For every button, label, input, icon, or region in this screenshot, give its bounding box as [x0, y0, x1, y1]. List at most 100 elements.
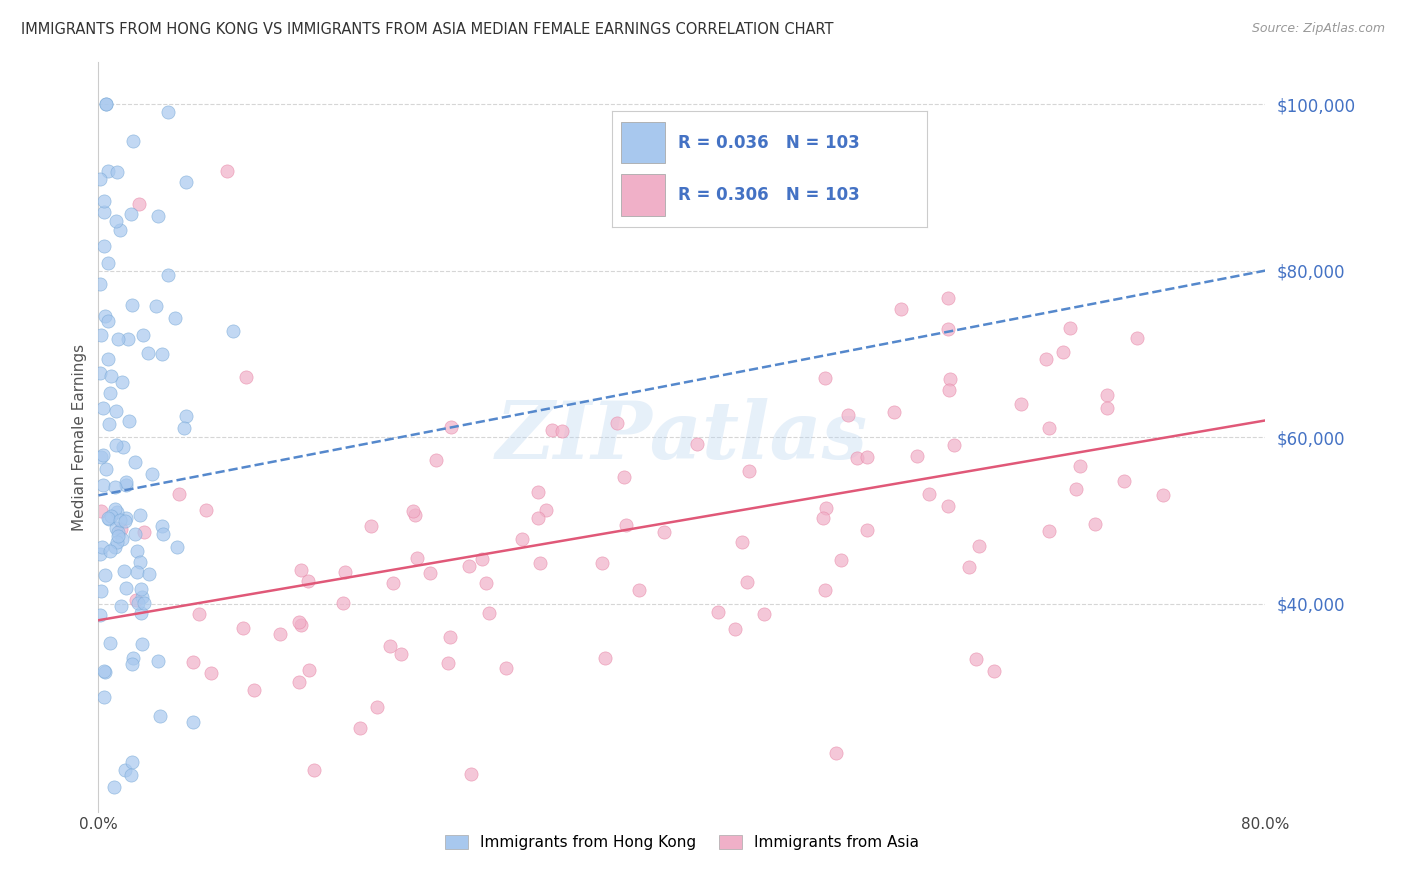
Point [115, 510, 138, 524]
Point [526, 485, 548, 500]
Point [510, 532, 533, 546]
Point [97, 314, 120, 328]
Point [121, 650, 143, 665]
Point [94, 567, 117, 582]
Point [150, 347, 173, 361]
Point [150, 519, 173, 533]
Point [936, 291, 959, 305]
Point [100, 368, 122, 383]
Point [1064, 483, 1087, 497]
Point [1038, 524, 1060, 538]
Point [107, 529, 129, 543]
Point [105, 404, 128, 418]
Point [94, 310, 117, 324]
Point [120, 768, 142, 782]
Point [111, 532, 134, 546]
Point [105, 534, 128, 549]
Point [614, 517, 637, 532]
Y-axis label: Median Female Earnings: Median Female Earnings [72, 343, 87, 531]
Point [91, 401, 114, 415]
Point [458, 559, 481, 574]
Point [754, 607, 776, 621]
Point [107, 332, 129, 346]
Point [125, 593, 148, 607]
Point [110, 223, 132, 237]
Point [1035, 352, 1057, 367]
Point [89, 547, 111, 561]
Point [105, 437, 128, 451]
Point [957, 560, 980, 574]
Point [103, 780, 125, 794]
Point [93, 478, 115, 492]
Point [98, 386, 121, 401]
Point [200, 666, 222, 681]
Point [298, 663, 321, 677]
Point [846, 451, 869, 466]
Point [124, 455, 146, 469]
Point [93, 205, 115, 219]
Point [157, 105, 180, 120]
Point [1069, 459, 1091, 474]
Point [163, 311, 186, 326]
Point [174, 409, 197, 423]
Point [824, 747, 846, 761]
Point [495, 661, 517, 675]
Point [93, 690, 115, 705]
Point [91, 448, 114, 462]
Point [97, 352, 120, 367]
Point [232, 621, 254, 635]
Point [1059, 321, 1081, 335]
Point [129, 582, 152, 596]
Point [149, 709, 172, 723]
Point [938, 383, 960, 397]
Point [97, 256, 120, 270]
Point [90, 584, 112, 599]
Point [90, 450, 112, 464]
Point [1084, 517, 1107, 532]
Point [97, 511, 120, 525]
Point [121, 134, 143, 148]
Point [905, 449, 928, 463]
Point [131, 637, 153, 651]
Point [128, 555, 150, 569]
Point [936, 500, 959, 514]
Point [173, 421, 195, 435]
Point [121, 298, 143, 312]
Point [936, 322, 959, 336]
Point [105, 165, 128, 179]
Point [124, 527, 146, 541]
Point [94, 665, 117, 679]
Point [439, 631, 461, 645]
Point [425, 453, 447, 467]
Point [378, 639, 401, 653]
Point [738, 464, 761, 478]
Point [114, 763, 136, 777]
Point [918, 486, 941, 500]
Point [402, 504, 425, 518]
Point [156, 268, 179, 282]
Point [382, 575, 405, 590]
Point [97, 511, 120, 525]
Point [104, 480, 127, 494]
Point [1126, 330, 1149, 344]
Point [628, 583, 651, 598]
Point [527, 510, 550, 524]
Point [105, 521, 128, 535]
Point [471, 552, 494, 566]
Point [121, 657, 143, 671]
Point [349, 722, 371, 736]
Point [1052, 344, 1074, 359]
Point [90, 504, 112, 518]
Point [129, 607, 152, 621]
Point [166, 541, 188, 555]
Point [404, 508, 426, 522]
Point [332, 596, 354, 610]
Point [94, 97, 117, 112]
Point [132, 525, 155, 540]
Text: ZIPatlas: ZIPatlas [496, 399, 868, 475]
Point [115, 581, 138, 595]
Point [121, 755, 143, 769]
Point [1112, 474, 1135, 488]
Point [100, 509, 122, 524]
Point [96, 97, 118, 112]
